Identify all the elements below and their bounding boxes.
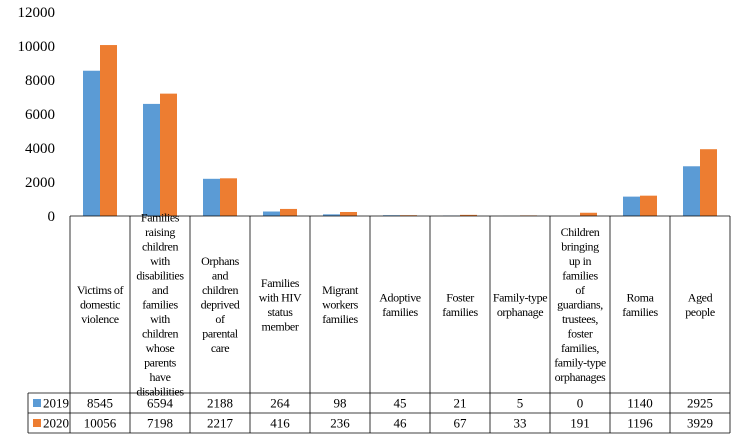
bar-2019 xyxy=(263,211,280,216)
data-label: 21 xyxy=(454,396,467,411)
data-label: 7198 xyxy=(147,416,173,431)
y-tick-label: 4000 xyxy=(25,141,55,157)
legend-label-2019: 2019 xyxy=(43,396,69,411)
data-label: 236 xyxy=(330,416,350,431)
data-label: 45 xyxy=(394,396,407,411)
category-label: Migrant workers families xyxy=(322,283,359,326)
data-label: 2217 xyxy=(207,416,234,431)
data-label: 1140 xyxy=(627,396,653,411)
data-label: 2188 xyxy=(207,396,233,411)
category-label: Foster families xyxy=(442,290,478,319)
data-label: 416 xyxy=(270,416,290,431)
data-label: 33 xyxy=(514,416,527,431)
category-label: Children bringing up in families of guardians… xyxy=(554,225,606,384)
data-label: 6594 xyxy=(147,396,174,411)
bars xyxy=(83,45,717,216)
y-tick-label: 6000 xyxy=(25,107,55,123)
bar-2020 xyxy=(460,214,477,216)
category-label: Aged people xyxy=(685,290,715,319)
data-label: 46 xyxy=(394,416,408,431)
bar-2020 xyxy=(100,45,117,216)
bar-2020 xyxy=(640,195,657,216)
category-label: Orphans and children deprived of parental care xyxy=(201,254,240,355)
category-label: Victims of domestic violence xyxy=(77,283,124,326)
y-tick-label: 10000 xyxy=(18,39,56,55)
bar-2019 xyxy=(323,214,340,216)
bar-2020 xyxy=(700,149,717,216)
data-label: 1196 xyxy=(627,416,653,431)
data-table: Victims of domestic violence Families raisin… xyxy=(27,211,731,434)
data-label: 98 xyxy=(334,396,347,411)
category-label: Families with HIV status member xyxy=(259,276,302,334)
data-label: 264 xyxy=(270,396,290,411)
category-label: Adoptive families xyxy=(379,290,421,319)
bar-2019 xyxy=(683,166,700,216)
bar-2020 xyxy=(580,212,597,216)
bar-2020 xyxy=(220,178,237,216)
y-tick-label: 0 xyxy=(48,209,56,225)
bar-2019 xyxy=(203,178,220,216)
y-tick-label: 2000 xyxy=(25,175,55,191)
data-label: 2925 xyxy=(687,396,713,411)
data-label: 191 xyxy=(570,416,590,431)
y-axis-ticks: 0 2000 4000 6000 8000 10000 12000 xyxy=(18,5,56,225)
bar-2020 xyxy=(340,211,357,216)
category-label: Families raising children with disabilities a… xyxy=(136,211,184,399)
bar-2020 xyxy=(280,208,297,216)
y-tick-label: 8000 xyxy=(25,73,55,89)
data-label: 8545 xyxy=(87,396,113,411)
y-tick-label: 12000 xyxy=(18,5,56,21)
data-label: 0 xyxy=(577,396,584,411)
legend-key-2019 xyxy=(33,399,41,407)
bar-2019 xyxy=(623,196,640,216)
bar-2019 xyxy=(83,70,100,216)
data-label: 3929 xyxy=(687,416,713,431)
data-label: 10056 xyxy=(84,416,117,431)
bar-2020 xyxy=(160,93,177,216)
category-label: Roma families xyxy=(622,290,658,319)
legend-label-2020: 2020 xyxy=(43,416,69,431)
category-label: Family-type orphanage xyxy=(493,290,547,319)
bar-2019 xyxy=(143,103,160,216)
data-label: 67 xyxy=(454,416,468,431)
legend-key-2020 xyxy=(33,419,41,427)
data-label: 5 xyxy=(517,396,524,411)
